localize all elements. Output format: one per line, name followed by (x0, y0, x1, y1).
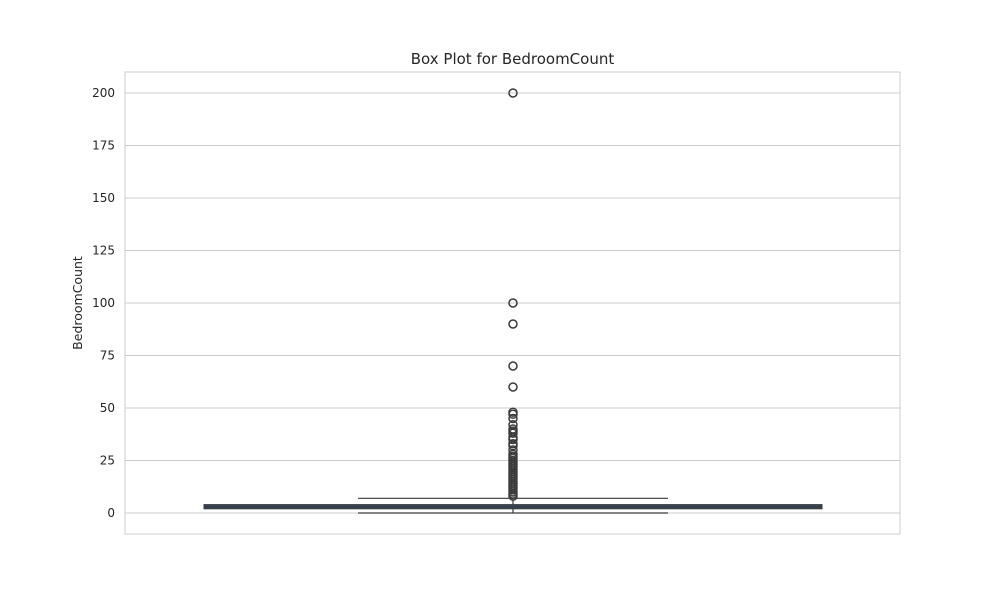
outlier-point-7 (508, 413, 518, 424)
outlier-point-37 (508, 491, 518, 501)
y-axis-label: BedroomCount (70, 256, 85, 350)
plot-frame (124, 71, 901, 535)
y-tick-label-150: 150 (92, 191, 115, 205)
gridlines (125, 92, 900, 514)
y-tick-label-175: 175 (92, 139, 115, 153)
outlier-point-6 (508, 409, 518, 420)
outlier-points (508, 88, 518, 501)
y-tick-label-200: 200 (92, 86, 115, 100)
y-tick-label-100: 100 (92, 296, 115, 310)
y-tick-label-0: 0 (107, 506, 115, 520)
y-tick-label-75: 75 (100, 349, 115, 363)
y-tick-label-25: 25 (100, 454, 115, 468)
outlier-point-3 (508, 361, 518, 371)
y-tick-label-50: 50 (100, 401, 115, 415)
chart-title: Box Plot for BedroomCount (411, 50, 615, 68)
outlier-point-0 (508, 88, 518, 98)
outlier-point-1 (508, 298, 518, 308)
outlier-point-2 (508, 319, 518, 329)
outlier-point-4 (508, 382, 518, 392)
y-axis-ticks: 0 25 50 75 100 125 150 175 200 (92, 86, 115, 520)
outlier-point-11 (508, 428, 518, 438)
outlier-point-13 (508, 434, 518, 445)
y-tick-label-125: 125 (92, 244, 115, 258)
